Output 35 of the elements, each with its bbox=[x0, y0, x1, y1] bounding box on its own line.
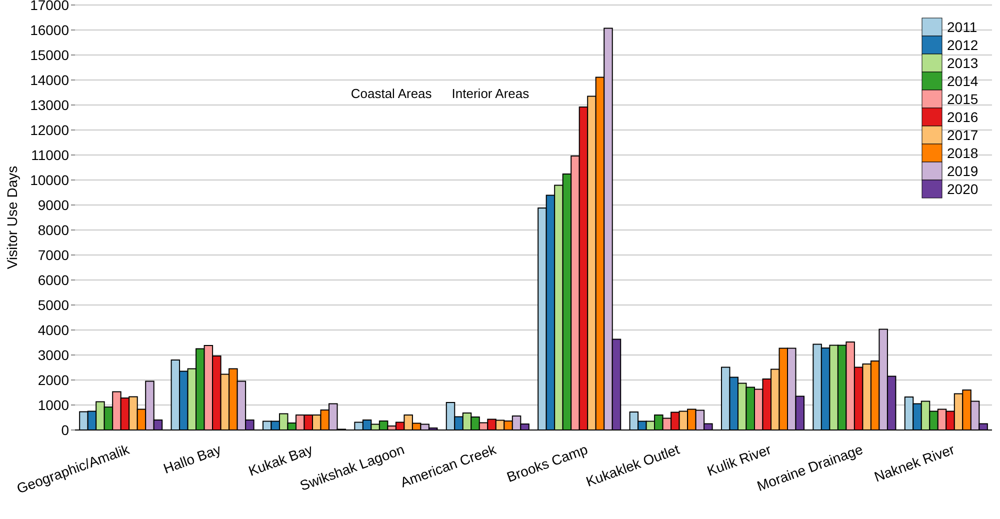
y-tick-label: 17000 bbox=[30, 0, 70, 13]
x-tick-label: Hallo Bay bbox=[161, 440, 223, 477]
y-tick-label: 14000 bbox=[30, 72, 70, 88]
legend-label: 2015 bbox=[947, 90, 978, 107]
y-tick-label: 10000 bbox=[30, 172, 70, 188]
x-tick-label: Kulik River bbox=[704, 440, 774, 479]
legend-label: 2018 bbox=[947, 144, 978, 161]
legend-label: 2014 bbox=[947, 72, 978, 89]
y-tick-label: 15000 bbox=[30, 46, 70, 63]
y-tick-label: 3000 bbox=[38, 346, 70, 363]
y-tick-label: 2000 bbox=[38, 372, 70, 388]
y-tick-label: 13000 bbox=[30, 96, 70, 113]
y-tick-label: 12000 bbox=[30, 122, 70, 138]
x-tick-label: Kukak Bay bbox=[246, 440, 315, 479]
y-tick-label: 11000 bbox=[31, 146, 70, 163]
legend-label: 2013 bbox=[947, 54, 978, 71]
annotation: Interior Areas bbox=[452, 86, 530, 101]
legend-label: 2020 bbox=[947, 180, 978, 197]
y-tick-label: 7000 bbox=[38, 246, 70, 263]
annotation: Coastal Areas bbox=[350, 86, 432, 101]
y-tick-label: 0 bbox=[61, 422, 70, 438]
y-tick-label: 5000 bbox=[38, 296, 70, 313]
y-tick-label: 6000 bbox=[38, 272, 70, 288]
legend-label: 2017 bbox=[947, 126, 978, 143]
y-tick-label: 1000 bbox=[38, 396, 70, 413]
legend-label: 2011 bbox=[947, 18, 978, 35]
legend-label: 2019 bbox=[947, 162, 978, 179]
y-tick-label: 9000 bbox=[38, 196, 70, 213]
legend-label: 2012 bbox=[947, 36, 978, 53]
x-tick-label: Naknek River bbox=[872, 440, 957, 485]
y-tick-label: 16000 bbox=[30, 22, 70, 38]
legend-label: 2016 bbox=[947, 108, 978, 125]
y-tick-label: 4000 bbox=[38, 322, 70, 338]
y-tick-label: 8000 bbox=[38, 222, 70, 238]
y-axis-title: Visitor Use Days bbox=[4, 166, 20, 270]
